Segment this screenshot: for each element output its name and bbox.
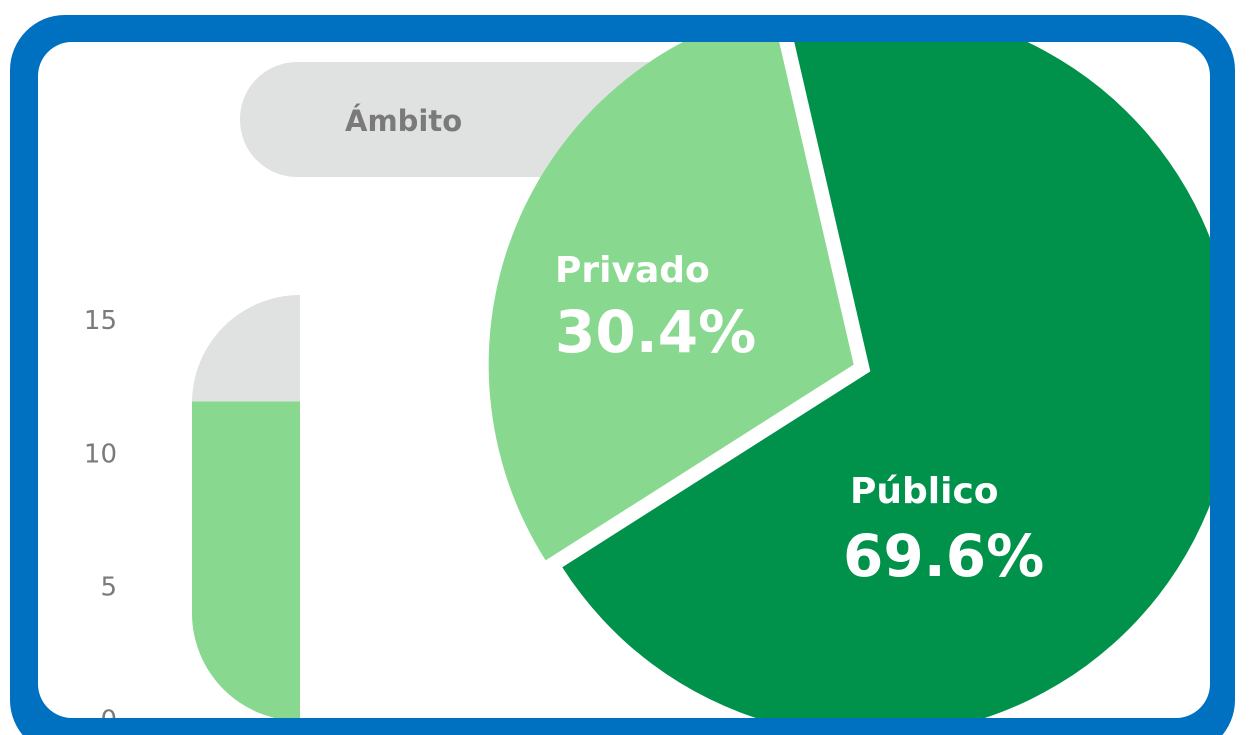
slice-value: 30.4%	[555, 298, 756, 366]
pie-slice	[488, 42, 854, 561]
y-tick-label: 5	[100, 572, 117, 602]
slice-name: Público	[850, 471, 999, 512]
pie-slice	[562, 42, 1210, 718]
slice-name: Privado	[555, 250, 710, 291]
y-tick-label: 15	[84, 306, 117, 336]
bar	[192, 401, 300, 718]
y-tick-label: 10	[84, 439, 117, 469]
slice-value: 69.6%	[843, 522, 1044, 590]
filter-label: Ámbito	[345, 104, 462, 138]
y-tick-label: 0	[100, 706, 117, 735]
content: Ámbito 0 5 10 15 Público 69.6% Privado 30.4%	[84, 42, 1210, 735]
